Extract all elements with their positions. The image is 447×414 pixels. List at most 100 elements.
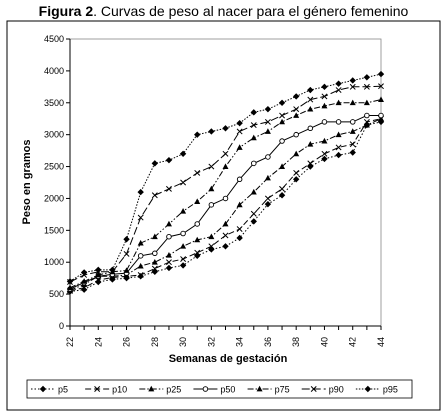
- series-p10: [67, 115, 384, 294]
- data-point-p95: [95, 266, 102, 274]
- x-tick-label: 24: [93, 337, 103, 347]
- figure-label: Figura 2: [38, 3, 94, 19]
- chart-frame: [6, 20, 441, 411]
- data-point-p25: [194, 236, 201, 243]
- data-point-p75: [67, 284, 73, 291]
- series-line-p10: [69, 118, 382, 292]
- data-point-p95: [335, 80, 342, 87]
- legend-marker-p90: [310, 386, 317, 392]
- data-point-p90: [180, 179, 187, 186]
- data-point-p25: [378, 115, 384, 122]
- data-point-p5: [95, 278, 102, 286]
- y-tick-label: 0: [59, 321, 64, 331]
- data-point-p90: [250, 122, 257, 129]
- series-p90: [67, 83, 384, 285]
- data-point-p5: [264, 200, 272, 208]
- data-point-p50: [279, 138, 285, 144]
- data-point-p75: [180, 208, 187, 214]
- data-point-p75: [208, 185, 215, 192]
- data-point-p75: [349, 99, 356, 106]
- data-point-p50: [307, 125, 314, 132]
- data-point-p90: [321, 93, 328, 100]
- data-point-p10: [166, 259, 172, 266]
- legend-item-p5: p5: [31, 385, 68, 395]
- data-point-p95: [264, 105, 272, 113]
- y-axis-title: Peso en gramos: [21, 140, 33, 225]
- figure-title: Figura 2. Curvas de peso al nacer para e…: [0, 3, 447, 19]
- data-point-p75: [165, 220, 172, 227]
- y-tick-label: 4000: [44, 66, 64, 76]
- x-tick-label: 26: [122, 337, 132, 347]
- data-point-p95: [66, 278, 74, 285]
- data-point-p50: [335, 119, 342, 125]
- x-tick-label: 28: [150, 337, 160, 347]
- data-point-p75: [137, 239, 144, 246]
- x-tick-label: 42: [348, 337, 358, 347]
- data-point-p95: [179, 150, 187, 157]
- data-point-p25: [349, 128, 356, 134]
- data-point-p95: [208, 128, 215, 135]
- data-point-p50: [293, 131, 299, 138]
- legend-marker-p25: [148, 385, 155, 392]
- legend-item-p10: p10: [85, 385, 127, 395]
- data-point-p75: [236, 144, 243, 150]
- data-point-p75: [264, 128, 271, 134]
- axes: 0 500 1000 1500 2000 2500 3000 3500 4000 4500 22 24…: [44, 34, 386, 347]
- data-point-p5: [321, 155, 328, 163]
- data-point-p90: [378, 83, 384, 90]
- data-point-p5: [278, 192, 286, 199]
- legend-marker-p75: [256, 385, 263, 392]
- data-point-p5: [236, 234, 243, 242]
- data-point-p10: [208, 243, 215, 250]
- legend-marker-p95: [364, 385, 372, 393]
- data-point-p95: [292, 93, 300, 100]
- data-point-p95: [363, 74, 371, 81]
- data-point-p10: [250, 210, 257, 217]
- data-point-p50: [208, 202, 215, 208]
- data-point-p10: [222, 232, 229, 239]
- data-point-p50: [378, 112, 384, 119]
- data-point-p90: [349, 83, 356, 90]
- data-point-p25: [208, 233, 215, 240]
- y-tick-label: 3500: [44, 98, 64, 108]
- x-tick-label: 30: [178, 337, 188, 347]
- data-point-p5: [335, 151, 342, 159]
- data-point-p90: [208, 163, 215, 170]
- data-point-p10: [194, 249, 201, 256]
- data-point-p95: [123, 236, 130, 243]
- data-point-p95: [222, 125, 229, 132]
- legend-label-p25: p25: [166, 385, 181, 395]
- series-p95: [66, 70, 385, 285]
- figure-caption: . Curvas de peso al nacer para el género…: [93, 3, 409, 19]
- x-tick-label: 36: [263, 337, 273, 347]
- data-point-p5: [179, 262, 187, 269]
- data-point-p25: [363, 121, 370, 128]
- legend-item-p90: p90: [301, 385, 344, 395]
- data-point-p5: [307, 163, 314, 170]
- data-point-p10: [264, 195, 271, 202]
- data-point-p90: [363, 83, 370, 90]
- data-point-p75: [321, 102, 328, 109]
- data-point-p90: [151, 192, 158, 199]
- data-point-p75: [378, 96, 384, 102]
- series-line-p50: [69, 115, 381, 290]
- data-point-p75: [222, 163, 229, 169]
- data-point-p95: [349, 77, 356, 84]
- data-point-p75: [151, 233, 158, 240]
- x-tick-label: 38: [291, 337, 301, 347]
- data-point-p10: [180, 256, 187, 262]
- data-point-p25: [151, 259, 158, 265]
- data-point-p50: [152, 250, 158, 257]
- data-point-p75: [335, 99, 342, 106]
- x-tick-label: 22: [65, 337, 75, 347]
- x-tick-label: 32: [206, 337, 216, 347]
- data-point-p25: [137, 262, 144, 269]
- data-point-p50: [180, 230, 186, 237]
- data-point-p25: [321, 137, 328, 144]
- y-tick-label: 4500: [44, 34, 64, 44]
- data-point-p95: [278, 99, 286, 106]
- data-point-p50: [265, 154, 271, 160]
- data-point-p25: [250, 188, 257, 195]
- legend-label-p90: p90: [329, 385, 344, 395]
